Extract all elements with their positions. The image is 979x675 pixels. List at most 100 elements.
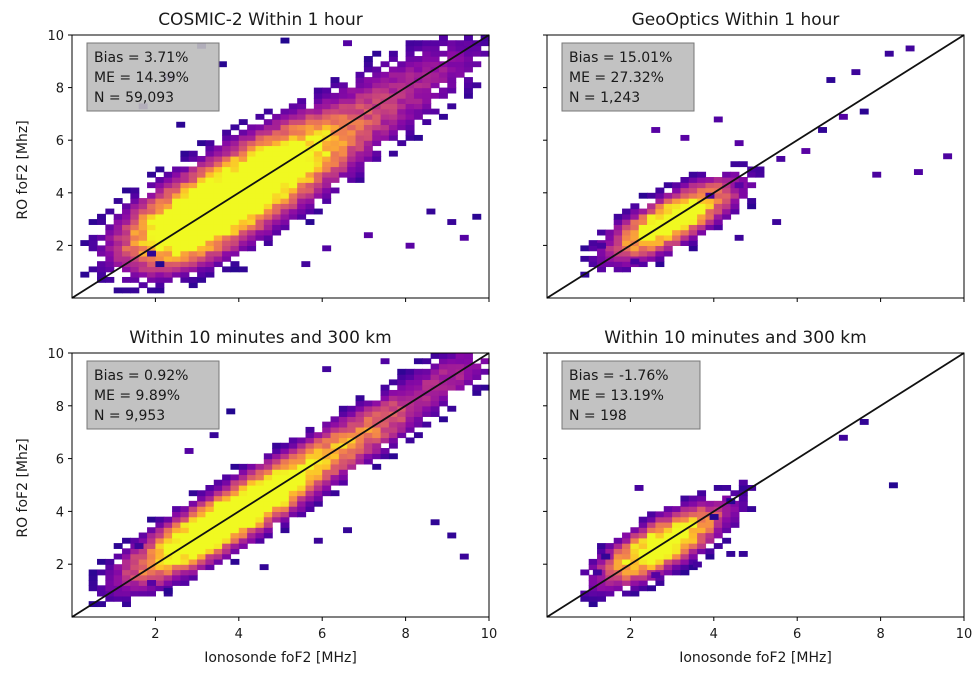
heatmap-cell [313,177,323,183]
heatmap-cell [663,564,673,571]
heatmap-cell [647,558,657,565]
heatmap-cell [263,124,273,131]
heatmap-cell [263,119,273,126]
heatmap-cell [222,234,232,241]
heatmap-cell [297,213,307,220]
heatmap-cell [455,379,465,386]
heatmap-cell [172,527,182,534]
stats-line: ME = 9.89% [94,388,180,404]
heatmap-cell [222,495,232,502]
heatmap-cell [330,145,340,152]
heatmap-cell [105,558,115,565]
heatmap-cell [597,255,606,262]
heatmap-cell [113,595,123,602]
heatmap-cell [472,213,482,220]
heatmap-cell [172,543,182,549]
heatmap-cell [247,129,257,136]
heatmap-cell [297,490,307,497]
heatmap-cell [672,521,682,528]
heatmap-cell [313,485,323,491]
heatmap-cell [155,569,165,576]
heatmap-cell [655,580,665,586]
heatmap-cell [347,161,357,168]
heatmap-cell [363,129,373,136]
heatmap-cell [330,426,340,433]
heatmap-cell [155,219,165,225]
heatmap-cell [122,553,131,560]
heatmap-cell [188,187,198,194]
heatmap-cell [430,108,440,115]
heatmap-cell [180,229,190,236]
heatmap-cell [205,485,215,491]
heatmap-cell [655,213,665,220]
heatmap-cell [655,532,665,539]
heatmap-cell [747,506,757,512]
x-tick-label: 6 [318,627,326,642]
heatmap-cell [222,245,232,252]
heatmap-cell [380,108,390,115]
heatmap-cell [263,516,273,523]
heatmap-cell [622,574,631,581]
panel-title: GeoOptics Within 1 hour [632,10,840,30]
heatmap-cell [388,82,398,89]
heatmap-cell [647,219,657,225]
heatmap-cell [655,548,665,555]
heatmap-cell [622,532,631,539]
heatmap-cell [163,255,173,262]
heatmap-cell [305,469,315,476]
heatmap-cell [180,255,190,262]
heatmap-cell [655,240,665,246]
heatmap-cell [330,77,340,83]
heatmap-cell [838,434,848,441]
heatmap-cell [430,82,440,89]
heatmap-cell [163,203,173,210]
heatmap-cell [280,113,290,120]
heatmap-cell [413,56,423,62]
heatmap-cell [313,108,323,115]
heatmap-cell [405,384,415,391]
heatmap-cell [263,219,273,225]
heatmap-cell [305,198,315,204]
heatmap-cell [205,500,215,507]
heatmap-cell [380,119,390,126]
heatmap-cell [213,532,223,539]
heatmap-cell [463,92,473,99]
heatmap-cell [105,224,115,231]
heatmap-cell [272,145,282,152]
heatmap-cell [405,98,415,104]
heatmap-cell [130,192,140,199]
heatmap-cell [197,521,207,528]
heatmap-cell [113,245,123,252]
heatmap-cell [280,192,290,199]
heatmap-cell [363,232,373,239]
heatmap-cell [130,558,140,565]
heatmap-cell [297,187,307,194]
heatmap-cell [230,150,240,157]
heatmap-cell [601,553,611,560]
heatmap-cell [705,203,715,210]
heatmap-cell [447,363,457,370]
heatmap-cell [338,437,348,444]
heatmap-cell [422,77,432,83]
heatmap-cell [247,479,257,486]
heatmap-cell [680,500,690,507]
heatmap-cell [213,250,223,257]
heatmap-cell [88,569,98,576]
heatmap-cell [172,219,182,225]
heatmap-cell [297,145,307,152]
heatmap-cell [147,276,156,283]
heatmap-cell [355,77,365,83]
heatmap-cell [280,500,290,507]
heatmap-cell [605,229,615,236]
x-tick-label: 10 [481,627,498,642]
heatmap-cell [672,511,682,518]
heatmap-cell [380,87,390,94]
heatmap-cell [272,134,282,141]
heatmap-cell [313,208,323,215]
heatmap-cell [663,511,673,518]
heatmap-cell [630,219,640,225]
heatmap-cell [255,124,265,131]
heatmap-cell [138,537,148,544]
